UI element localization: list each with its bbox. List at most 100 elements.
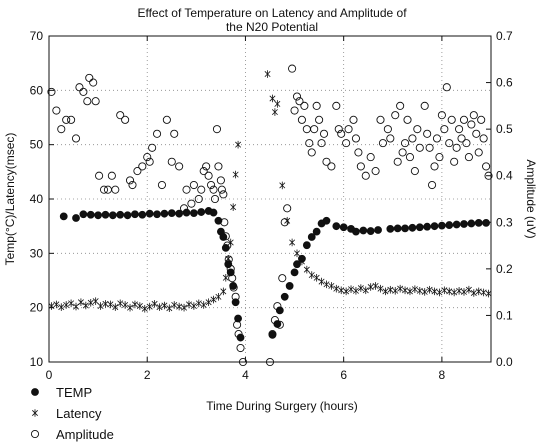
temp-point xyxy=(197,208,206,216)
y-right-tick-label: 0.7 xyxy=(496,29,513,43)
latency-point-stroke xyxy=(397,285,404,292)
legend: TEMP Latency Amplitude xyxy=(30,385,114,442)
latency-point-stroke xyxy=(387,286,394,293)
y-left-tick-label: 20 xyxy=(30,301,44,315)
temp-point xyxy=(123,211,132,220)
latency-point xyxy=(352,287,359,295)
amplitude-point xyxy=(315,115,324,124)
amplitude-point xyxy=(210,194,220,204)
latency-point-stroke xyxy=(382,288,389,295)
amplitude-point xyxy=(401,139,410,148)
latency-point-stroke xyxy=(269,95,276,102)
latency-point xyxy=(181,303,188,312)
amplitude-point xyxy=(121,115,130,124)
latency-point-stroke xyxy=(181,304,188,311)
amplitude-point xyxy=(221,232,230,241)
latency-point xyxy=(392,287,399,295)
amplitude-point xyxy=(85,73,94,82)
amplitude-point xyxy=(457,134,466,143)
amplitude-point xyxy=(189,180,198,190)
latency-point-stroke xyxy=(308,272,315,279)
latency-point-stroke xyxy=(87,299,94,306)
y-axis-left-label: Temp(°C)/Latency(msec) xyxy=(3,133,17,266)
latency-point xyxy=(92,297,99,305)
latency-point xyxy=(313,273,320,282)
amplitude-point xyxy=(366,153,375,162)
latency-point-stroke xyxy=(107,301,114,308)
latency-point xyxy=(387,285,394,294)
amplitude-point xyxy=(67,115,76,124)
y-left-tick-label: 70 xyxy=(30,29,44,43)
amplitude-point xyxy=(344,125,353,134)
amplitude-point xyxy=(312,101,321,110)
latency-point xyxy=(156,303,163,311)
amplitude-point xyxy=(107,171,116,180)
chart-subtitle: the N20 Potential xyxy=(226,20,318,34)
amplitude-point xyxy=(462,139,471,148)
latency-point-stroke xyxy=(377,285,384,292)
amplitude-point xyxy=(349,115,358,124)
amplitude-point xyxy=(477,115,486,124)
latency-point-stroke xyxy=(323,281,330,288)
amplitude-point xyxy=(383,125,392,134)
amplitude-point xyxy=(484,171,493,180)
latency-point-stroke xyxy=(357,285,364,292)
temp-point xyxy=(189,209,198,218)
temp-point xyxy=(116,210,125,219)
x-tick-label: 4 xyxy=(242,368,249,382)
temp-point xyxy=(467,219,476,228)
amplitude-point xyxy=(295,97,304,106)
latency-point-stroke xyxy=(338,287,345,294)
amplitude-point xyxy=(214,162,223,171)
temp-point xyxy=(234,314,242,323)
amplitude-point xyxy=(469,111,478,120)
latency-point-stroke xyxy=(232,171,239,178)
latency-point-stroke xyxy=(146,303,153,310)
amplitude-point xyxy=(356,162,365,171)
latency-point xyxy=(318,277,325,286)
latency-point-stroke xyxy=(195,300,202,307)
latency-point-stroke xyxy=(53,301,60,308)
latency-point-stroke xyxy=(294,250,300,257)
amplitude-point xyxy=(273,302,282,311)
amplitude-point xyxy=(317,139,326,148)
x-tick-label: 2 xyxy=(144,368,151,382)
amplitude-point xyxy=(351,134,360,143)
temp-point xyxy=(285,282,294,290)
latency-point-stroke xyxy=(446,288,453,295)
amplitude-point xyxy=(238,357,248,367)
amplitude-point xyxy=(270,316,279,325)
temp-point xyxy=(214,216,223,225)
amplitude-point xyxy=(180,204,189,213)
amplitude-point xyxy=(187,199,196,208)
amplitude-point xyxy=(342,139,351,148)
latency-point xyxy=(397,284,404,293)
temp-point xyxy=(374,226,382,234)
x-tick-label: 8 xyxy=(439,368,446,382)
amplitude-point xyxy=(199,167,208,176)
amplitude-point xyxy=(393,157,402,166)
latency-point-stroke xyxy=(264,71,271,78)
amplitude-point xyxy=(62,115,71,124)
amplitude-point xyxy=(283,204,292,213)
latency-point-stroke xyxy=(480,289,487,296)
amplitude-point xyxy=(432,134,442,143)
latency-point-stroke xyxy=(456,287,463,294)
amplitude-point xyxy=(99,185,109,194)
latency-point-stroke xyxy=(274,100,281,107)
amplitude-point xyxy=(219,190,228,199)
latency-point-stroke xyxy=(220,288,227,295)
latency-point-stroke xyxy=(82,302,89,309)
temp-point xyxy=(59,212,68,221)
amplitude-point xyxy=(143,153,152,162)
legend-marker-latency xyxy=(32,409,38,417)
latency-point-stroke xyxy=(225,255,232,262)
temp-point xyxy=(182,208,191,217)
amplitude-point xyxy=(145,157,154,166)
amplitude-point xyxy=(440,125,449,134)
amplitude-point xyxy=(265,357,275,367)
x-tick-label: 6 xyxy=(340,368,347,382)
latency-point xyxy=(269,94,276,103)
latency-point-stroke xyxy=(171,301,178,308)
legend-marker-temp xyxy=(31,388,39,396)
